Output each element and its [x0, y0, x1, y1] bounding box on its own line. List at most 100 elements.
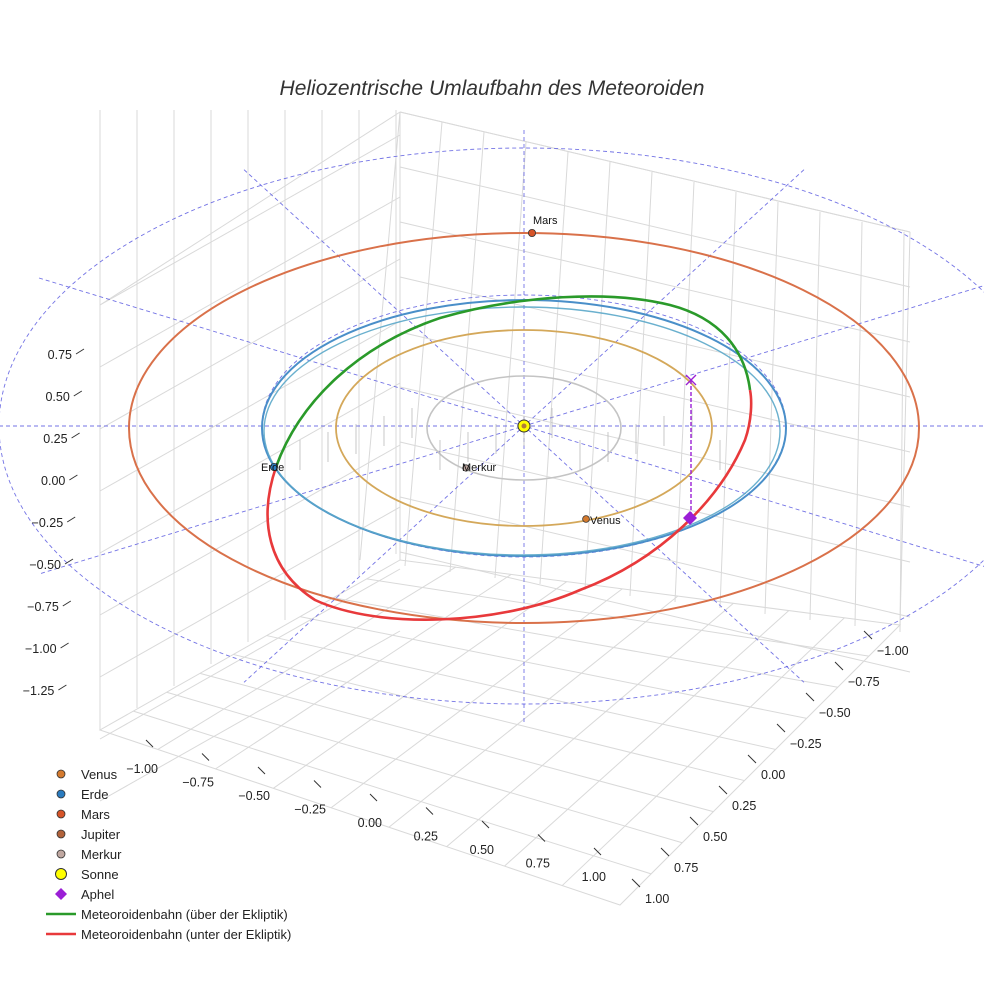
legend: Venus Erde Mars Jupiter Merkur Sonne Aphel Mete…: [46, 764, 291, 944]
aphel-marker: [683, 511, 697, 525]
grid-line: [359, 111, 401, 561]
grid-line: [333, 597, 838, 688]
grid-line: [399, 276, 911, 398]
z-tick-mark: [73, 390, 83, 397]
grid-line: [133, 710, 652, 875]
grid-line: [404, 121, 443, 567]
y-tick-label: −1.00: [877, 644, 909, 658]
legend-item[interactable]: Mars: [46, 804, 291, 824]
legend-item[interactable]: Meteoroidenbahn (über der Ekliptik): [46, 904, 291, 924]
aphel-projection-marker: [685, 374, 697, 386]
legend-symbol-icon: [46, 844, 76, 864]
legend-symbol-icon: [46, 904, 76, 924]
grid-line: [99, 196, 401, 368]
orbit-above-ecliptic: [274, 295, 752, 468]
legend-label: Erde: [81, 786, 109, 802]
legend-label: Jupiter: [81, 826, 121, 842]
x-tick-mark: [201, 753, 210, 761]
y-tick-mark: [834, 661, 844, 671]
sun-core: [521, 423, 527, 429]
grid-line: [399, 221, 911, 343]
z-tick-mark: [58, 684, 67, 691]
grid-line: [561, 617, 845, 886]
z-tick-mark: [71, 432, 80, 439]
legend-item[interactable]: Aphel: [46, 884, 291, 904]
grid-line: [446, 602, 734, 848]
legend-symbol-icon: [46, 924, 76, 944]
y-tick-label: 0.00: [761, 768, 785, 782]
x-tick-label: −0.25: [294, 803, 326, 817]
mars-marker: [528, 228, 537, 237]
grid-line: [99, 258, 401, 430]
box-edge: [899, 231, 911, 626]
z-tick-mark: [62, 600, 72, 607]
grid-line: [99, 630, 401, 802]
legend-label: Meteoroidenbahn (unter der Ekliptik): [81, 926, 292, 942]
y-tick-mark: [718, 785, 728, 795]
y-tick-mark: [776, 723, 786, 733]
grid-line: [157, 566, 456, 750]
legend-item[interactable]: Erde: [46, 784, 291, 804]
merkur-orbit: [426, 375, 622, 481]
grid-line: [215, 574, 512, 770]
meteoroid-projection: [263, 306, 781, 556]
z-tick-label: −0.25: [32, 516, 64, 530]
legend-label: Meteoroidenbahn (über der Ekliptik): [81, 906, 288, 922]
x-tick-label: 0.00: [358, 816, 382, 830]
grid-line: [449, 131, 485, 573]
grid-line: [99, 444, 401, 616]
x-tick-mark: [537, 834, 546, 842]
z-tick-label: 0.00: [41, 474, 65, 488]
z-tick-mark: [66, 516, 76, 523]
grid-line: [299, 616, 807, 719]
merkur-marker: [462, 464, 470, 472]
legend-item[interactable]: Sonne: [46, 864, 291, 884]
grid-line: [629, 171, 653, 597]
x-tick-mark: [369, 793, 378, 802]
merkur-label: Merkur: [462, 462, 497, 474]
z-tick-label: −0.75: [27, 600, 59, 614]
legend-item[interactable]: Jupiter: [46, 824, 291, 844]
x-tick-mark: [145, 739, 154, 748]
erde-marker: [269, 462, 278, 471]
orbit-below-ecliptic: [266, 389, 753, 621]
meteoroid-orbit: [266, 295, 753, 621]
venus-marker: [582, 515, 590, 523]
z-tick-mark: [69, 474, 78, 481]
z-tick-label: 0.25: [43, 432, 67, 446]
grid-line: [719, 191, 737, 609]
mars-orbit: [128, 232, 920, 624]
grid-line: [330, 588, 623, 809]
y-tick-label: −0.75: [848, 675, 880, 689]
grid-line: [399, 386, 911, 508]
z-tick-mark: [60, 642, 69, 649]
grid-line: [233, 653, 745, 782]
x-tick-label: 0.75: [526, 857, 550, 871]
x-tick-mark: [481, 820, 490, 829]
grid-line: [854, 221, 863, 627]
y-tick-label: 0.50: [703, 830, 727, 844]
legend-symbol-icon: [46, 804, 76, 824]
grid-line: [99, 568, 401, 740]
x-tick-label: −0.50: [238, 789, 270, 803]
grid-line: [99, 320, 401, 492]
z-tick-mark: [75, 348, 85, 355]
y-tick-label: 0.25: [732, 799, 756, 813]
grid-line: [399, 331, 911, 453]
legend-symbol-icon: [46, 864, 76, 884]
venus-orbit: [335, 329, 713, 527]
z-tick-label: 0.75: [48, 348, 72, 362]
z-tick-label: −1.00: [25, 642, 57, 656]
legend-item[interactable]: Merkur: [46, 844, 291, 864]
x-tick-mark: [313, 780, 322, 788]
y-tick-mark: [660, 847, 670, 857]
mars-label: Mars: [533, 215, 558, 227]
grid-line: [399, 496, 911, 618]
legend-item[interactable]: Venus: [46, 764, 291, 784]
y-tick-mark: [747, 754, 757, 764]
grid-line: [273, 581, 567, 789]
erde-label: Erde: [261, 462, 284, 474]
legend-item[interactable]: Meteoroidenbahn (unter der Ekliptik): [46, 924, 291, 944]
y-tick-label: −0.25: [790, 737, 822, 751]
box-edge: [399, 111, 911, 233]
